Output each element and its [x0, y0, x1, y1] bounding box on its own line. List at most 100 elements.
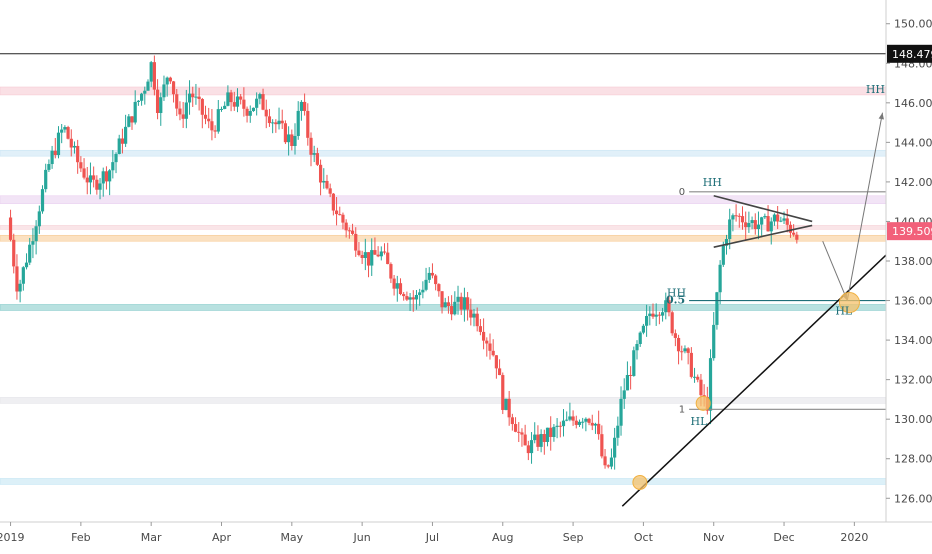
candle-body	[21, 267, 25, 284]
y-tick-label: 142.000	[894, 176, 932, 189]
candle-body	[162, 84, 166, 98]
candle-body	[753, 220, 757, 229]
projection-arrow-up-head	[878, 112, 884, 120]
y-tick-label: 146.000	[894, 97, 932, 110]
candle-body	[210, 121, 214, 131]
candle-body	[587, 418, 591, 423]
candle-body	[235, 96, 240, 107]
candle-body	[251, 107, 256, 112]
candle-body	[443, 302, 447, 308]
candle-body	[657, 314, 661, 316]
candle-body	[494, 355, 498, 369]
candle-body	[721, 245, 725, 265]
candle-body	[734, 215, 738, 217]
candle-body	[462, 297, 467, 310]
candle-body	[529, 440, 534, 454]
candle-body	[561, 420, 566, 427]
candle-body	[76, 145, 80, 163]
candle-body	[542, 434, 546, 442]
candle-body	[517, 431, 521, 433]
candle-body	[478, 326, 482, 332]
candle-body	[597, 423, 601, 435]
candle-body	[8, 217, 13, 240]
candle-body	[437, 284, 441, 292]
candle-body	[568, 416, 572, 420]
candle-body	[718, 264, 722, 293]
candle-body	[766, 216, 770, 232]
candle-body	[95, 179, 99, 190]
candle-body	[334, 210, 339, 215]
candle-body	[171, 81, 176, 95]
time-axis-panel	[0, 522, 932, 550]
x-tick-label: Apr	[212, 531, 232, 544]
candle-body	[130, 116, 134, 123]
candle-body	[491, 350, 495, 356]
candle-body	[577, 421, 582, 425]
candle-body	[446, 302, 451, 307]
candle-body	[696, 376, 700, 380]
pivot-circle-0	[632, 474, 648, 490]
candlestick-series	[8, 55, 799, 470]
candle-body	[555, 425, 559, 427]
candle-body	[513, 424, 518, 432]
candle-body	[699, 379, 703, 396]
candle-body	[600, 434, 604, 457]
candle-body	[219, 108, 224, 110]
annotation-hl-1: HL	[691, 415, 709, 428]
candle-body	[488, 343, 492, 351]
candle-body	[571, 416, 575, 421]
candle-body	[728, 219, 732, 240]
candle-body	[430, 272, 435, 276]
candle-body	[63, 127, 67, 130]
candle-body	[31, 241, 35, 245]
y-tick-label: 126.000	[894, 492, 932, 505]
candle-body	[638, 332, 642, 344]
candle-body	[667, 300, 671, 313]
candle-body	[370, 250, 374, 266]
candle-body	[37, 211, 41, 227]
candle-body	[114, 153, 118, 163]
zone-band-6	[0, 397, 887, 404]
candle-body	[28, 244, 32, 263]
candle-body	[101, 171, 105, 184]
candle-body	[303, 101, 307, 111]
candle-body	[510, 417, 514, 425]
candle-body	[622, 390, 626, 399]
x-tick-label: Jun	[353, 531, 371, 544]
zone-band-3	[0, 225, 887, 230]
zone-band-2	[0, 195, 887, 204]
candle-body	[792, 232, 796, 235]
candle-body	[280, 120, 284, 124]
candle-body	[56, 132, 61, 156]
candle-body	[756, 224, 761, 229]
candle-body	[213, 130, 217, 132]
candle-body	[283, 123, 288, 143]
candle-body	[750, 220, 754, 224]
candle-body	[414, 294, 419, 300]
candle-body	[398, 283, 403, 295]
candle-body	[187, 93, 192, 103]
candle-body	[408, 297, 412, 300]
candle-body	[363, 252, 367, 258]
candle-body	[648, 313, 652, 316]
y-tick-label: 132.000	[894, 374, 932, 387]
candle-body	[341, 214, 345, 223]
candle-body	[79, 162, 83, 169]
candle-body	[686, 348, 690, 353]
candle-body	[127, 116, 131, 127]
candle-body	[354, 233, 358, 251]
candle-body	[629, 374, 633, 376]
high-price-tag-label: 148.479	[892, 48, 932, 61]
candle-body	[405, 296, 409, 300]
candle-body	[229, 92, 233, 103]
candle-body	[386, 252, 390, 265]
drawings-layer: 0 0.5 1 HH HL HH HL HH	[621, 83, 932, 507]
candle-body	[424, 279, 428, 290]
candle-body	[325, 180, 329, 189]
candle-body	[501, 375, 505, 410]
candle-body	[168, 77, 172, 82]
x-tick-label: Dec	[773, 531, 794, 544]
projection-arrow-up-line	[846, 112, 883, 301]
